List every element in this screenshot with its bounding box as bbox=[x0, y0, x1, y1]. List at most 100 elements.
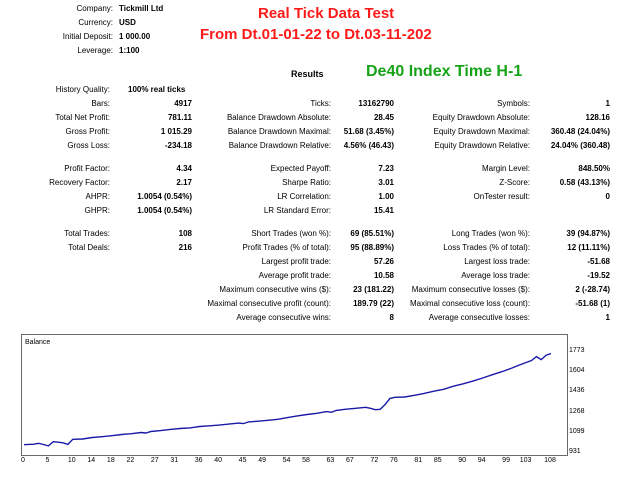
stat-value: 3.01 bbox=[378, 178, 394, 187]
stat-value: 12 (11.11%) bbox=[567, 243, 610, 252]
header-label: Currency: bbox=[78, 18, 113, 27]
stat-label: Ticks: bbox=[310, 99, 331, 108]
stat-value: 1.00 bbox=[378, 192, 394, 201]
stat-label: Long Trades (won %): bbox=[451, 229, 530, 238]
stat-value: -234.18 bbox=[164, 141, 192, 150]
stat-value: 1 bbox=[605, 99, 610, 108]
x-tick-label: 99 bbox=[502, 457, 510, 464]
x-tick-label: 36 bbox=[194, 457, 203, 464]
x-tick-label: 85 bbox=[433, 457, 442, 464]
report-title-line2: From Dt.01-01-22 to Dt.03-11-202 bbox=[200, 26, 432, 43]
stat-label: LR Correlation: bbox=[277, 192, 331, 201]
stat-value: 4917 bbox=[174, 99, 192, 108]
stat-label: Recovery Factor: bbox=[49, 178, 110, 187]
stat-value: 108 bbox=[178, 229, 192, 238]
y-tick-label: 1268 bbox=[569, 407, 585, 415]
stat-label: Gross Loss: bbox=[67, 141, 110, 150]
header-value: 1 000.00 bbox=[119, 32, 151, 41]
stat-value: 8 bbox=[389, 313, 394, 322]
stat-label: Equity Drawdown Relative: bbox=[434, 141, 530, 150]
header-label: Leverage: bbox=[77, 46, 113, 55]
x-tick-label: 72 bbox=[370, 457, 379, 464]
stat-label: Total Deals: bbox=[68, 243, 110, 252]
stat-label: Expected Payoff: bbox=[270, 164, 331, 173]
stat-value: 100% real ticks bbox=[128, 85, 186, 94]
stat-value: 360.48 (24.04%) bbox=[550, 127, 610, 136]
stat-label: Balance Drawdown Maximal: bbox=[227, 127, 331, 136]
x-tick-label: 67 bbox=[346, 457, 354, 464]
header-value: USD bbox=[119, 18, 136, 27]
stat-label: Average consecutive wins: bbox=[236, 313, 331, 322]
x-tick-label: 14 bbox=[87, 457, 96, 464]
stat-value: 7.23 bbox=[378, 164, 394, 173]
stat-label: Margin Level: bbox=[481, 164, 530, 173]
stat-value: 848.50% bbox=[578, 164, 610, 173]
stat-label: Balance Drawdown Relative: bbox=[228, 141, 331, 150]
stat-value: 39 (94.87%) bbox=[566, 229, 610, 238]
stat-value: 1 015.29 bbox=[160, 127, 192, 136]
stat-label: OnTester result: bbox=[473, 192, 530, 201]
x-tick-label: 63 bbox=[326, 457, 335, 464]
header-value: 1:100 bbox=[119, 46, 140, 55]
stat-value: 0.58 (43.13%) bbox=[559, 178, 610, 187]
x-tick-label: 49 bbox=[258, 457, 266, 464]
stat-value: 24.04% (360.48) bbox=[550, 141, 610, 150]
balance-line bbox=[23, 352, 552, 447]
stat-label: Maximal consecutive loss (count): bbox=[409, 299, 530, 308]
stat-value: 781.11 bbox=[167, 113, 192, 122]
stat-label: Equity Drawdown Absolute: bbox=[432, 113, 530, 122]
x-tick-label: 45 bbox=[238, 457, 247, 464]
stat-label: AHPR: bbox=[85, 192, 110, 201]
stat-label: Gross Profit: bbox=[65, 127, 110, 136]
x-tick-label: 54 bbox=[282, 457, 291, 464]
stat-value: 2 (-28.74) bbox=[575, 285, 610, 294]
stat-label: Average consecutive losses: bbox=[428, 313, 530, 322]
x-tick-label: 40 bbox=[214, 457, 223, 464]
stat-label: LR Standard Error: bbox=[263, 206, 331, 215]
stat-value: -19.52 bbox=[587, 271, 610, 280]
report-subtitle: De40 Index Time H-1 bbox=[366, 63, 523, 80]
chart-title: Balance bbox=[25, 339, 50, 346]
x-tick-label: 81 bbox=[414, 457, 423, 464]
stat-value: 1 bbox=[605, 313, 610, 322]
stat-label: GHPR: bbox=[84, 206, 110, 215]
stat-label: Maximum consecutive losses ($): bbox=[411, 285, 530, 294]
stat-label: Sharpe Ratio: bbox=[282, 178, 331, 187]
x-tick-label: 76 bbox=[389, 457, 398, 464]
stat-label: Balance Drawdown Absolute: bbox=[226, 113, 331, 122]
stat-label: Maximal consecutive profit (count): bbox=[207, 299, 331, 308]
x-tick-label: 0 bbox=[21, 457, 25, 464]
stat-label: Z-Score: bbox=[499, 178, 530, 187]
stat-label: Average loss trade: bbox=[461, 271, 530, 280]
stat-label: Profit Trades (% of total): bbox=[242, 243, 331, 252]
stat-label: Total Trades: bbox=[64, 229, 110, 238]
y-tick-label: 1436 bbox=[569, 387, 585, 395]
stat-value: 28.45 bbox=[373, 113, 394, 122]
stat-label: Largest loss trade: bbox=[464, 257, 530, 266]
stat-value: 69 (85.51%) bbox=[350, 229, 394, 238]
stat-value: 189.79 (22) bbox=[353, 299, 394, 308]
x-tick-label: 94 bbox=[477, 457, 486, 464]
stat-value: 216 bbox=[178, 243, 192, 252]
stat-value: 13162790 bbox=[358, 99, 394, 108]
balance-chart: Balance bbox=[21, 334, 568, 456]
y-tick-label: 1773 bbox=[569, 347, 585, 354]
stat-value: 1.0054 (0.54%) bbox=[137, 192, 192, 201]
x-tick-label: 31 bbox=[170, 457, 179, 464]
header-value: Tickmill Ltd bbox=[119, 4, 164, 13]
x-tick-label: 90 bbox=[458, 457, 467, 464]
x-tick-label: 5 bbox=[45, 457, 50, 464]
x-tick-label: 22 bbox=[126, 457, 135, 464]
results-heading: Results bbox=[291, 69, 324, 79]
stat-value: 2.17 bbox=[176, 178, 192, 187]
stat-value: -51.68 (1) bbox=[575, 299, 610, 308]
y-tick-label: 931 bbox=[569, 448, 581, 455]
x-tick-label: 27 bbox=[150, 457, 159, 464]
y-tick-label: 1604 bbox=[569, 367, 585, 375]
balance-chart-svg: Balance bbox=[23, 339, 552, 447]
stat-value: 1.0054 (0.54%) bbox=[137, 206, 192, 215]
stat-value: 95 (88.89%) bbox=[350, 243, 394, 252]
stat-value: 0 bbox=[605, 192, 610, 201]
stat-value: 4.56% (46.43) bbox=[343, 141, 394, 150]
stat-label: Equity Drawdown Maximal: bbox=[433, 127, 530, 136]
